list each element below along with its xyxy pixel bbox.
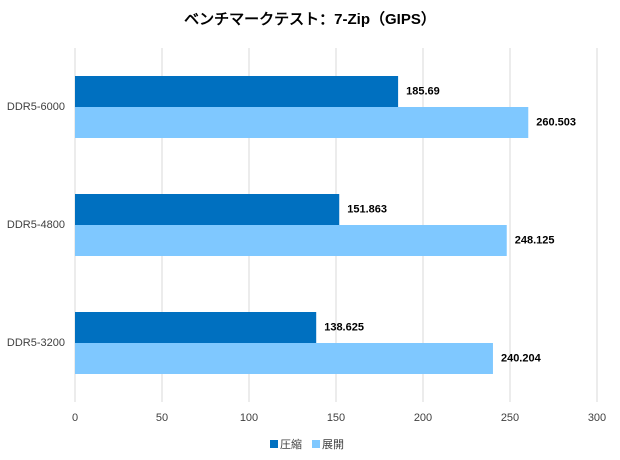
- x-tick-label: 300: [588, 412, 606, 424]
- value-label: 138.625: [324, 321, 364, 333]
- x-tick-label: 0: [72, 412, 78, 424]
- y-tick-label: DDR5-6000: [7, 101, 65, 113]
- value-label: 248.125: [515, 234, 555, 246]
- x-tick-label: 250: [501, 412, 519, 424]
- bar: [75, 225, 507, 256]
- legend-swatch: [312, 440, 320, 448]
- bar: [75, 194, 340, 225]
- bar: [75, 107, 529, 138]
- y-tick-label: DDR5-3200: [7, 337, 65, 349]
- x-tick-label: 200: [414, 412, 432, 424]
- x-tick-label: 150: [327, 412, 345, 424]
- value-label: 151.863: [347, 203, 387, 215]
- legend-label: 展開: [322, 438, 344, 451]
- legend-label: 圧縮: [280, 437, 302, 451]
- chart-title: ベンチマークテスト：7-Zip（GIPS）: [184, 10, 436, 28]
- bar: [75, 76, 399, 107]
- y-tick-label: DDR5-4800: [7, 219, 65, 231]
- value-label: 185.69: [406, 85, 440, 97]
- x-tick-label: 100: [240, 412, 258, 424]
- legend-swatch: [270, 440, 278, 448]
- x-tick-label: 50: [156, 412, 168, 424]
- value-label: 260.503: [536, 116, 576, 128]
- value-label: 240.204: [501, 352, 542, 364]
- bar: [75, 312, 317, 343]
- bar: [75, 343, 493, 374]
